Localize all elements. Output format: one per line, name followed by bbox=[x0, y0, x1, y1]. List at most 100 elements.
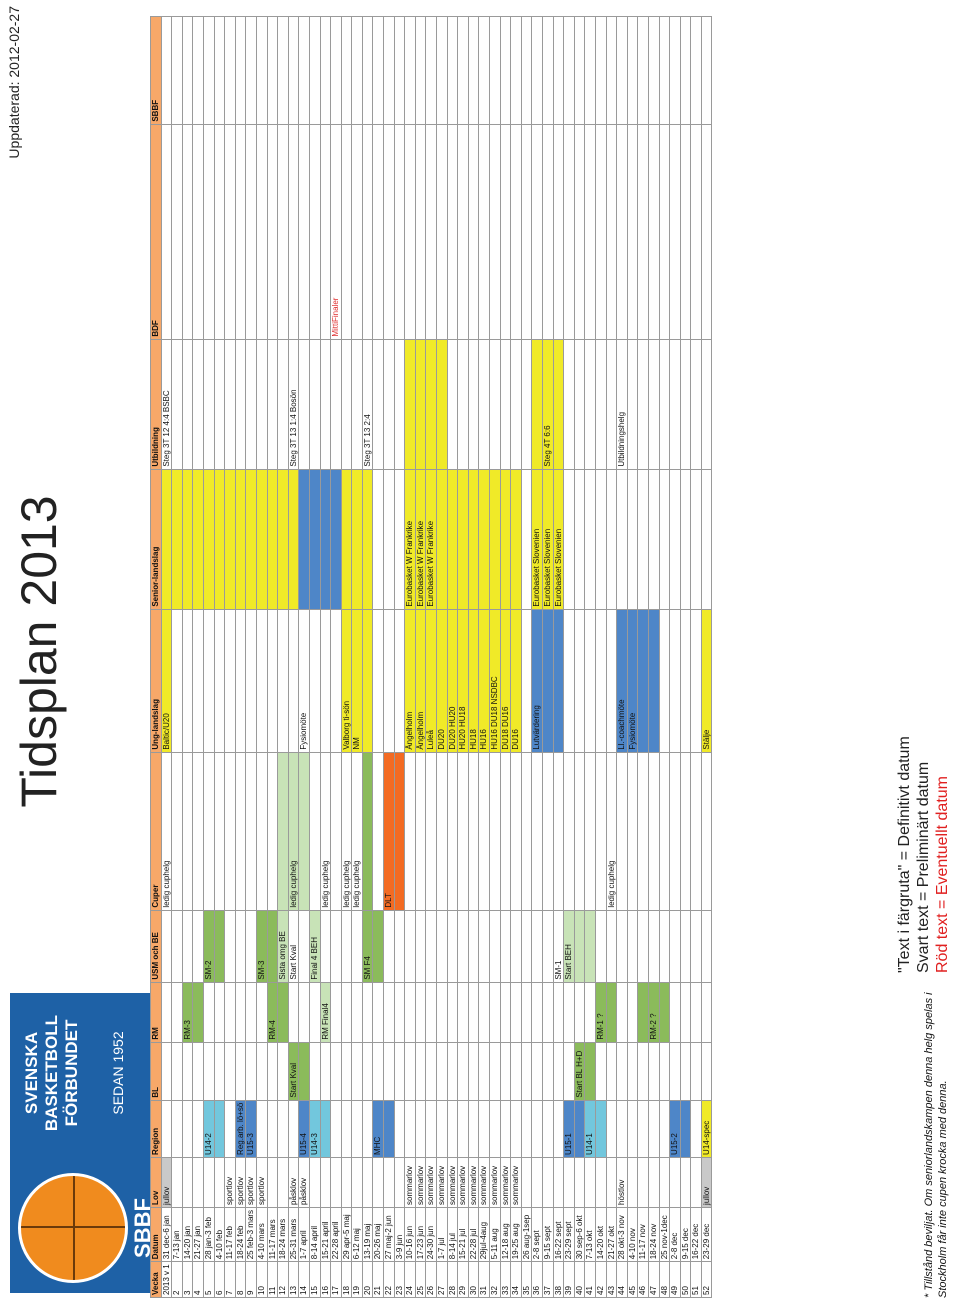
table-cell: 9 bbox=[245, 1261, 257, 1298]
table-cell bbox=[224, 609, 236, 753]
table-cell: 39 bbox=[563, 1261, 575, 1298]
table-cell bbox=[701, 982, 712, 1043]
table-cell bbox=[531, 1100, 543, 1158]
table-cell: 25 nov-1dec bbox=[659, 1207, 670, 1262]
column-header: Region bbox=[150, 1100, 162, 1158]
table-row: 18 29 apr-5 maj ledig cuphelg Valborg ti-sö… bbox=[341, 16, 352, 1298]
table-cell: 17-23 jun bbox=[415, 1207, 426, 1262]
table-cell: sommarlov bbox=[457, 1157, 469, 1208]
table-cell: 2 bbox=[171, 1261, 183, 1298]
table-cell bbox=[690, 16, 702, 125]
table-cell: 9-15 dec bbox=[680, 1207, 691, 1262]
footnote-line-2: Stockholm får inte cupen krocka med denn… bbox=[937, 1080, 949, 1298]
footnote: * Tillstånd beviljat. Om seniorlandskamp… bbox=[922, 992, 950, 1298]
column-header: Cuper bbox=[150, 752, 162, 911]
table-cell bbox=[500, 1100, 511, 1158]
table-cell bbox=[457, 910, 469, 983]
table-cell bbox=[574, 469, 585, 610]
table-cell bbox=[648, 1157, 659, 1208]
table-cell bbox=[288, 469, 299, 610]
logo-since: SEDAN 1952 bbox=[110, 1031, 126, 1115]
table-cell bbox=[415, 752, 426, 911]
table-cell bbox=[563, 609, 575, 753]
table-cell bbox=[372, 910, 384, 983]
table-cell bbox=[171, 124, 183, 340]
table-cell: ledig cuphelg bbox=[288, 752, 299, 911]
table-cell bbox=[616, 124, 628, 340]
table-cell bbox=[330, 910, 342, 983]
table-cell bbox=[659, 339, 670, 470]
table-cell bbox=[478, 1042, 490, 1101]
table-cell: sommarlov bbox=[415, 1157, 426, 1208]
table-cell bbox=[447, 1042, 458, 1101]
table-cell bbox=[606, 1157, 617, 1208]
table-cell bbox=[351, 339, 363, 470]
table-cell: ledig cuphelg bbox=[341, 752, 352, 911]
table-cell bbox=[277, 339, 289, 470]
table-cell bbox=[298, 982, 310, 1043]
table-cell: Ängelholm bbox=[415, 609, 426, 753]
table-cell bbox=[690, 752, 702, 911]
table-cell bbox=[214, 16, 225, 125]
table-cell: Steg 3T 12 4:4 BSBC bbox=[161, 339, 172, 470]
table-cell: 14-20 jan bbox=[182, 1207, 193, 1262]
table-cell: HU16 DU18 NSDBC bbox=[489, 609, 501, 753]
table-row: 26 24-30 jun sommarlov Luleå Eurobasket W Fr… bbox=[425, 16, 437, 1298]
table-cell bbox=[425, 1100, 437, 1158]
table-cell: 18-24 nov bbox=[648, 1207, 659, 1262]
table-cell bbox=[542, 1042, 554, 1101]
table-cell bbox=[659, 752, 670, 911]
table-cell bbox=[553, 609, 564, 753]
table-row: 35 26 aug-1sep bbox=[521, 16, 532, 1298]
table-cell bbox=[320, 1042, 331, 1101]
table-cell bbox=[383, 609, 395, 753]
table-cell: SM-2 bbox=[203, 910, 215, 983]
table-cell bbox=[680, 1100, 691, 1158]
table-row: 39 23-29 sept U15-1 Start BEH bbox=[563, 16, 575, 1298]
table-cell bbox=[584, 124, 596, 340]
table-cell: 34 bbox=[510, 1261, 522, 1298]
table-cell: 15 bbox=[309, 1261, 320, 1298]
table-cell: 23-29 sept bbox=[563, 1207, 575, 1262]
table-cell: 20-26 maj bbox=[372, 1207, 384, 1262]
table-cell: 48 bbox=[659, 1261, 670, 1298]
table-cell bbox=[542, 982, 554, 1043]
table-cell bbox=[659, 469, 670, 610]
table-cell bbox=[372, 469, 384, 610]
table-cell bbox=[457, 982, 469, 1043]
table-cell bbox=[341, 1042, 352, 1101]
table-cell bbox=[447, 339, 458, 470]
table-cell bbox=[542, 1100, 554, 1158]
table-cell bbox=[214, 469, 225, 610]
table-cell bbox=[383, 910, 395, 983]
table-cell bbox=[563, 1157, 575, 1208]
table-cell: 12 bbox=[277, 1261, 289, 1298]
table-cell bbox=[659, 982, 670, 1043]
table-cell: höstlov bbox=[616, 1157, 628, 1208]
table-cell bbox=[659, 1042, 670, 1101]
column-header: Vecka bbox=[150, 1261, 162, 1298]
table-cell bbox=[171, 982, 183, 1043]
table-cell bbox=[500, 124, 511, 340]
table-cell bbox=[330, 609, 342, 753]
table-cell: NM bbox=[351, 609, 363, 753]
table-row: 46 11-17 nov bbox=[637, 16, 649, 1298]
table-cell bbox=[330, 469, 342, 610]
table-cell bbox=[659, 609, 670, 753]
table-cell bbox=[637, 124, 649, 340]
table-cell: Steg 3T 13 2:4 bbox=[362, 339, 373, 470]
table-cell: sommarlov bbox=[425, 1157, 437, 1208]
table-cell bbox=[256, 469, 268, 610]
table-cell bbox=[478, 124, 490, 340]
table-cell bbox=[394, 339, 405, 470]
table-cell bbox=[309, 1157, 320, 1208]
table-row: 13 25-31 mars påsklov Start Kval Start Kval l… bbox=[288, 16, 299, 1298]
table-cell bbox=[553, 1042, 564, 1101]
table-cell: sportlov bbox=[224, 1157, 236, 1208]
table-cell bbox=[245, 910, 257, 983]
table-row: 20 13-19 maj SM F4 Steg 3T 13 2:4 bbox=[362, 16, 373, 1298]
table-cell bbox=[574, 16, 585, 125]
table-cell bbox=[362, 469, 373, 610]
column-header: BDF bbox=[150, 124, 162, 340]
table-cell bbox=[245, 16, 257, 125]
